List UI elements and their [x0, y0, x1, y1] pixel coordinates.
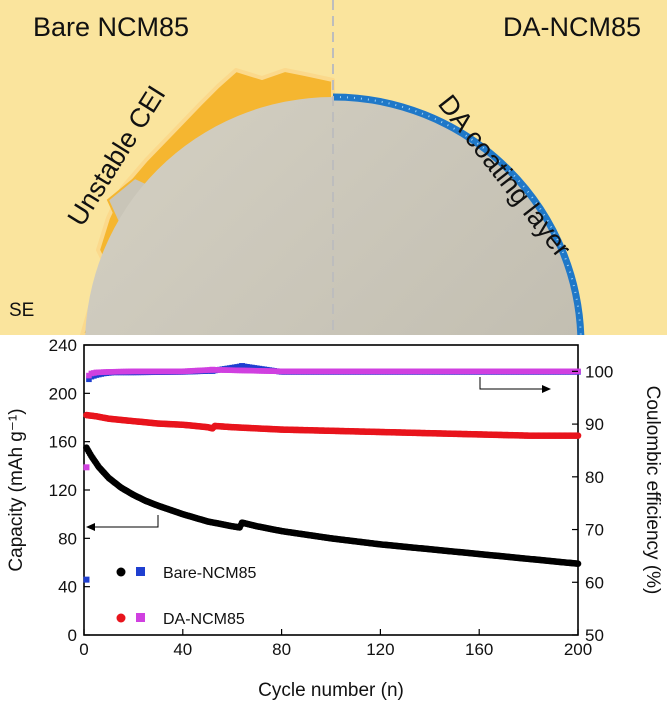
y-right-tick-label: 80	[585, 468, 604, 487]
se-label: SE	[9, 300, 34, 321]
legend-bare-ce-marker	[136, 567, 145, 576]
bare-title: Bare NCM85	[33, 12, 189, 42]
y-left-tick-label: 200	[49, 384, 77, 403]
chart-background	[0, 335, 667, 705]
efficiency-point	[83, 464, 90, 471]
y-right-tick-label: 60	[585, 573, 604, 592]
legend-bare-label: Bare-NCM85	[163, 565, 256, 582]
y-right-tick-label: 90	[585, 415, 604, 434]
capacity-point	[574, 432, 582, 439]
legend: Bare-NCM85 DA-NCM85	[116, 565, 256, 628]
x-tick-label: 120	[366, 640, 394, 659]
y-left-tick-label: 0	[68, 626, 77, 645]
da-title: DA-NCM85	[503, 12, 641, 42]
y-left-tick-label: 80	[58, 529, 77, 548]
series-da-ncm85-efficiency	[83, 366, 581, 471]
legend-bare-capacity-marker	[116, 567, 126, 577]
x-tick-label: 160	[465, 640, 493, 659]
legend-da-capacity-marker	[116, 613, 126, 623]
cycling-chart: 0 40 80 120 160 200 0 40 80 120 160 200 240 50 60 70 80 9…	[0, 335, 667, 705]
x-axis-title: Cycle number (n)	[258, 680, 404, 701]
series-bare-ncm85-capacity	[83, 444, 582, 568]
da-coating-dots	[332, 96, 582, 335]
x-tick-label: 40	[173, 640, 192, 659]
y-left-tick-label: 120	[49, 481, 77, 500]
x-tick-label: 0	[79, 640, 88, 659]
x-tick-label: 80	[272, 640, 291, 659]
y-left-axis-title: Capacity (mAh g⁻¹)	[6, 408, 27, 571]
legend-da-label: DA-NCM85	[163, 611, 245, 628]
efficiency-arrowhead	[542, 385, 551, 393]
y-left-tick-label: 40	[58, 578, 77, 597]
efficiency-axis-arrow	[479, 377, 545, 390]
y-left-tick-label: 240	[49, 336, 77, 355]
x-tick-label: 200	[564, 640, 592, 659]
y-right-tick-label: 100	[585, 362, 613, 381]
y-left-tick-label: 160	[49, 433, 77, 452]
axis-ticks: 0 40 80 120 160 200 0 40 80 120 160 200 240 50 60 70 80 9…	[49, 336, 614, 659]
legend-da-ce-marker	[136, 613, 145, 622]
efficiency-point	[83, 576, 90, 583]
data-marks	[83, 363, 582, 583]
series-da-ncm85-capacity	[83, 411, 582, 439]
y-right-tick-label: 70	[585, 521, 604, 540]
capacity-arrowhead	[86, 523, 95, 531]
y-right-tick-label: 50	[585, 626, 604, 645]
capacity-point	[574, 560, 582, 568]
efficiency-point	[239, 363, 246, 370]
capacity-axis-arrow	[90, 515, 159, 528]
schematic-illustration: Bare NCM85 DA-NCM85 Unstable CEI DA coat…	[0, 0, 667, 335]
efficiency-point	[209, 366, 216, 373]
y-right-axis-title: Coulombic efficiency (%)	[642, 386, 663, 595]
